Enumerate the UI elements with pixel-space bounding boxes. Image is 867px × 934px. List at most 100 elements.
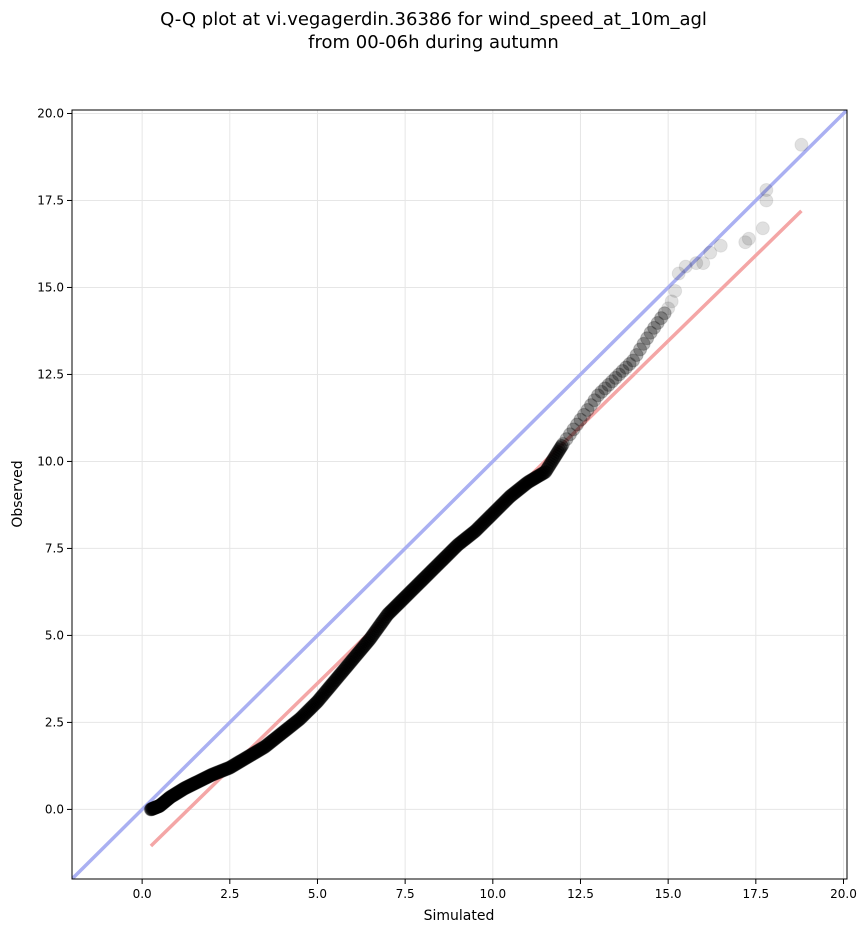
data-point xyxy=(410,577,425,592)
data-point xyxy=(540,460,555,475)
data-point xyxy=(562,427,577,442)
data-point xyxy=(339,660,354,675)
data-point xyxy=(271,728,286,743)
data-point xyxy=(454,534,469,549)
chart-title: Q-Q plot at vi.vegagerdin.36386 for wind… xyxy=(0,8,867,54)
data-point xyxy=(629,347,644,362)
data-point xyxy=(518,477,533,492)
data-point xyxy=(282,719,297,734)
data-point xyxy=(221,761,236,776)
data-point xyxy=(321,681,336,696)
data-point xyxy=(431,556,446,571)
chart-title-line-2: from 00-06h during autumn xyxy=(308,32,559,53)
data-point xyxy=(331,669,346,684)
x-tick-label: 5.0 xyxy=(308,887,327,901)
data-point xyxy=(178,781,193,796)
data-point xyxy=(302,701,317,716)
data-point xyxy=(286,716,301,731)
data-point xyxy=(388,600,403,615)
data-point xyxy=(257,739,272,754)
data-point xyxy=(281,720,296,735)
data-point xyxy=(186,777,201,792)
data-point xyxy=(234,753,249,768)
data-point xyxy=(232,754,247,769)
data-point xyxy=(236,752,251,767)
data-point xyxy=(520,475,535,490)
data-point xyxy=(265,733,280,748)
data-point xyxy=(375,614,390,629)
data-point xyxy=(554,439,569,454)
data-point xyxy=(217,762,232,777)
y-axis-ticks: 0.0 2.5 5.0 7.5 10.0 12.5 15.0 17.5 20.0 xyxy=(37,106,72,816)
data-point xyxy=(504,488,519,503)
data-point xyxy=(155,796,170,811)
data-point xyxy=(537,465,552,480)
data-point xyxy=(197,771,212,786)
data-point xyxy=(378,611,393,626)
y-tick-label: 2.5 xyxy=(45,715,64,729)
data-point xyxy=(215,763,230,778)
data-point xyxy=(512,482,527,497)
data-point xyxy=(300,704,315,719)
data-point xyxy=(235,753,250,768)
data-point xyxy=(152,799,167,814)
data-point xyxy=(479,512,494,527)
data-point xyxy=(622,357,637,372)
data-point xyxy=(435,552,450,567)
data-point xyxy=(187,776,202,791)
data-point xyxy=(550,444,565,459)
data-point xyxy=(475,516,490,531)
chart-title-line-1: Q-Q plot at vi.vegagerdin.36386 for wind… xyxy=(160,9,707,30)
data-point xyxy=(647,320,662,335)
data-point xyxy=(473,519,488,534)
y-tick-label: 17.5 xyxy=(37,193,64,207)
data-point xyxy=(165,788,180,803)
data-point xyxy=(350,646,365,661)
data-point xyxy=(333,667,348,682)
data-point xyxy=(194,773,209,788)
data-point xyxy=(205,767,220,782)
y-tick-label: 10.0 xyxy=(37,454,64,468)
data-point xyxy=(295,709,310,724)
data-point xyxy=(143,802,158,817)
data-point xyxy=(485,506,500,521)
data-point xyxy=(330,670,345,685)
data-point xyxy=(354,642,369,657)
data-point xyxy=(159,793,174,808)
data-point xyxy=(279,722,294,737)
data-point xyxy=(371,619,386,634)
x-axis-label: Simulated xyxy=(424,908,495,924)
data-point xyxy=(713,238,728,253)
data-point xyxy=(514,480,529,495)
data-point xyxy=(358,637,373,652)
data-point xyxy=(472,520,487,535)
data-point xyxy=(547,450,562,465)
data-point xyxy=(545,452,560,467)
x-tick-label: 0.0 xyxy=(133,887,152,901)
data-point xyxy=(189,775,204,790)
data-point xyxy=(369,623,384,638)
data-point xyxy=(612,367,627,382)
data-point xyxy=(374,616,389,631)
data-point xyxy=(160,792,175,807)
data-point xyxy=(436,551,451,566)
data-point xyxy=(542,458,557,473)
x-tick-label: 17.5 xyxy=(742,887,769,901)
data-point xyxy=(175,782,190,797)
data-point xyxy=(247,745,262,760)
data-point xyxy=(348,649,363,664)
fit-line xyxy=(149,209,803,848)
data-point xyxy=(419,569,434,584)
data-point xyxy=(201,769,216,784)
data-point xyxy=(376,612,391,627)
data-point xyxy=(224,759,239,774)
data-point xyxy=(290,713,305,728)
data-point xyxy=(759,193,774,208)
data-point xyxy=(173,784,188,799)
data-point xyxy=(513,481,528,496)
data-point xyxy=(158,793,173,808)
data-point xyxy=(477,515,492,530)
data-point xyxy=(250,744,265,759)
data-point xyxy=(503,489,518,504)
data-point xyxy=(156,795,171,810)
